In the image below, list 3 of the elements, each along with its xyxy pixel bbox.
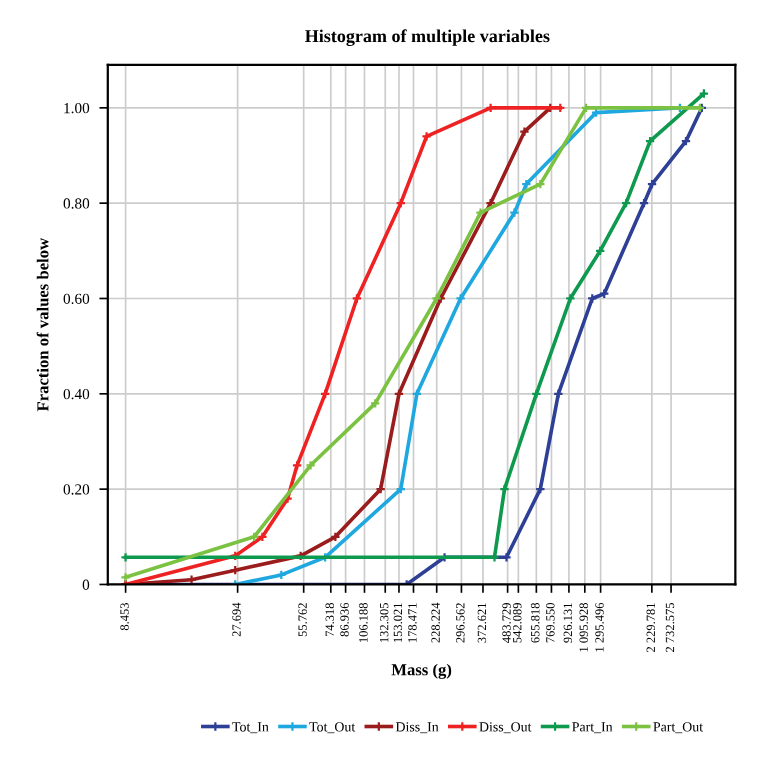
chart-title: Histogram of multiple variables bbox=[305, 29, 550, 47]
y-axis-title: Fraction of values below bbox=[36, 237, 49, 412]
x-axis-title: Mass (g) bbox=[391, 663, 452, 679]
